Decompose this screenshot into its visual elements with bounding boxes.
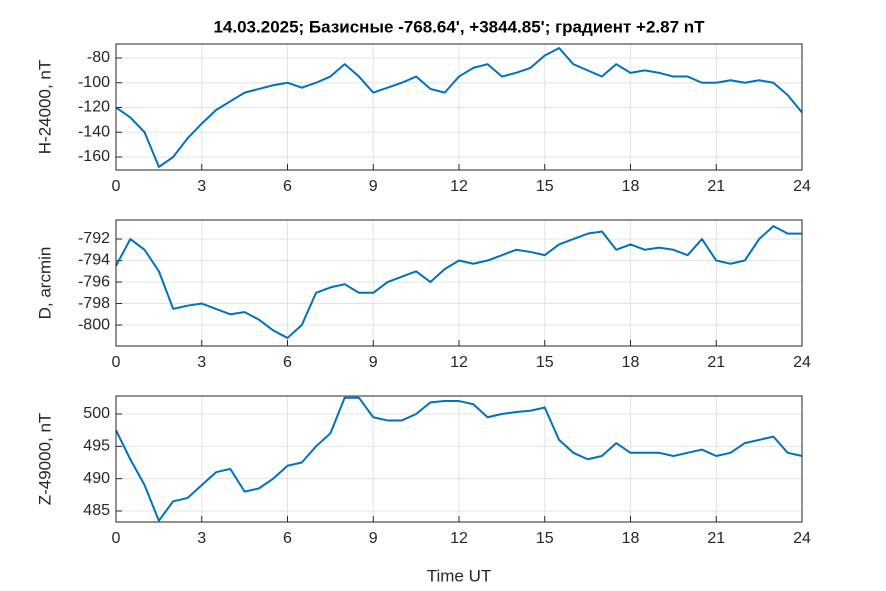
x-tick-label: 9 bbox=[369, 530, 378, 547]
y-tick-label: -794 bbox=[78, 252, 110, 269]
x-tick-label: 0 bbox=[112, 354, 121, 371]
x-tick-label: 3 bbox=[197, 178, 206, 195]
x-tick-label: 6 bbox=[283, 178, 292, 195]
y-tick-label: -800 bbox=[78, 316, 110, 333]
y-tick-label: -80 bbox=[87, 49, 110, 66]
chart-title: 14.03.2025; Базисные -768.64', +3844.85'… bbox=[213, 17, 705, 36]
y-tick-label: 485 bbox=[83, 502, 110, 519]
x-tick-label: 18 bbox=[622, 354, 640, 371]
x-tick-label: 21 bbox=[707, 178, 725, 195]
x-tick-label: 15 bbox=[536, 178, 554, 195]
x-tick-label: 18 bbox=[622, 530, 640, 547]
y-tick-label: -798 bbox=[78, 295, 110, 312]
x-tick-label: 6 bbox=[283, 530, 292, 547]
x-tick-label: 0 bbox=[112, 530, 121, 547]
data-line bbox=[115, 396, 803, 522]
x-tick-label: 24 bbox=[793, 178, 811, 195]
axes-box bbox=[115, 219, 803, 347]
x-tick-label: 9 bbox=[369, 178, 378, 195]
x-tick-label: 12 bbox=[450, 530, 468, 547]
y-tick-label: 500 bbox=[83, 405, 110, 422]
axes-box bbox=[115, 395, 803, 523]
data-line bbox=[115, 225, 802, 339]
x-tick-label: 24 bbox=[793, 354, 811, 371]
y-tick-label: 490 bbox=[83, 470, 110, 487]
y-axis-label: D, arcmin bbox=[35, 247, 54, 320]
x-tick-label: 21 bbox=[707, 354, 725, 371]
x-tick-label: 12 bbox=[450, 354, 468, 371]
y-tick-label: -792 bbox=[78, 230, 110, 247]
x-tick-label: 15 bbox=[536, 530, 554, 547]
x-tick-label: 0 bbox=[112, 178, 121, 195]
axes-box bbox=[115, 43, 803, 171]
y-tick-label: -100 bbox=[78, 74, 110, 91]
x-tick-label: 18 bbox=[622, 178, 640, 195]
y-tick-label: -796 bbox=[78, 273, 110, 290]
x-tick-label: 12 bbox=[450, 178, 468, 195]
y-axis-label: H-24000, nT bbox=[35, 60, 54, 155]
y-tick-label: -120 bbox=[78, 99, 110, 116]
y-tick-label: 495 bbox=[83, 438, 110, 455]
x-tick-label: 24 bbox=[793, 530, 811, 547]
y-axis-label: Z-49000, nT bbox=[35, 413, 54, 506]
data-line bbox=[115, 47, 803, 168]
x-tick-label: 6 bbox=[283, 354, 292, 371]
x-tick-label: 21 bbox=[707, 530, 725, 547]
x-tick-label: 15 bbox=[536, 354, 554, 371]
y-tick-label: -160 bbox=[78, 148, 110, 165]
y-tick-label: -140 bbox=[78, 123, 110, 140]
x-tick-label: 3 bbox=[197, 530, 206, 547]
x-tick-label: 9 bbox=[369, 354, 378, 371]
x-tick-label: 3 bbox=[197, 354, 206, 371]
x-axis-label: Time UT bbox=[427, 566, 492, 585]
